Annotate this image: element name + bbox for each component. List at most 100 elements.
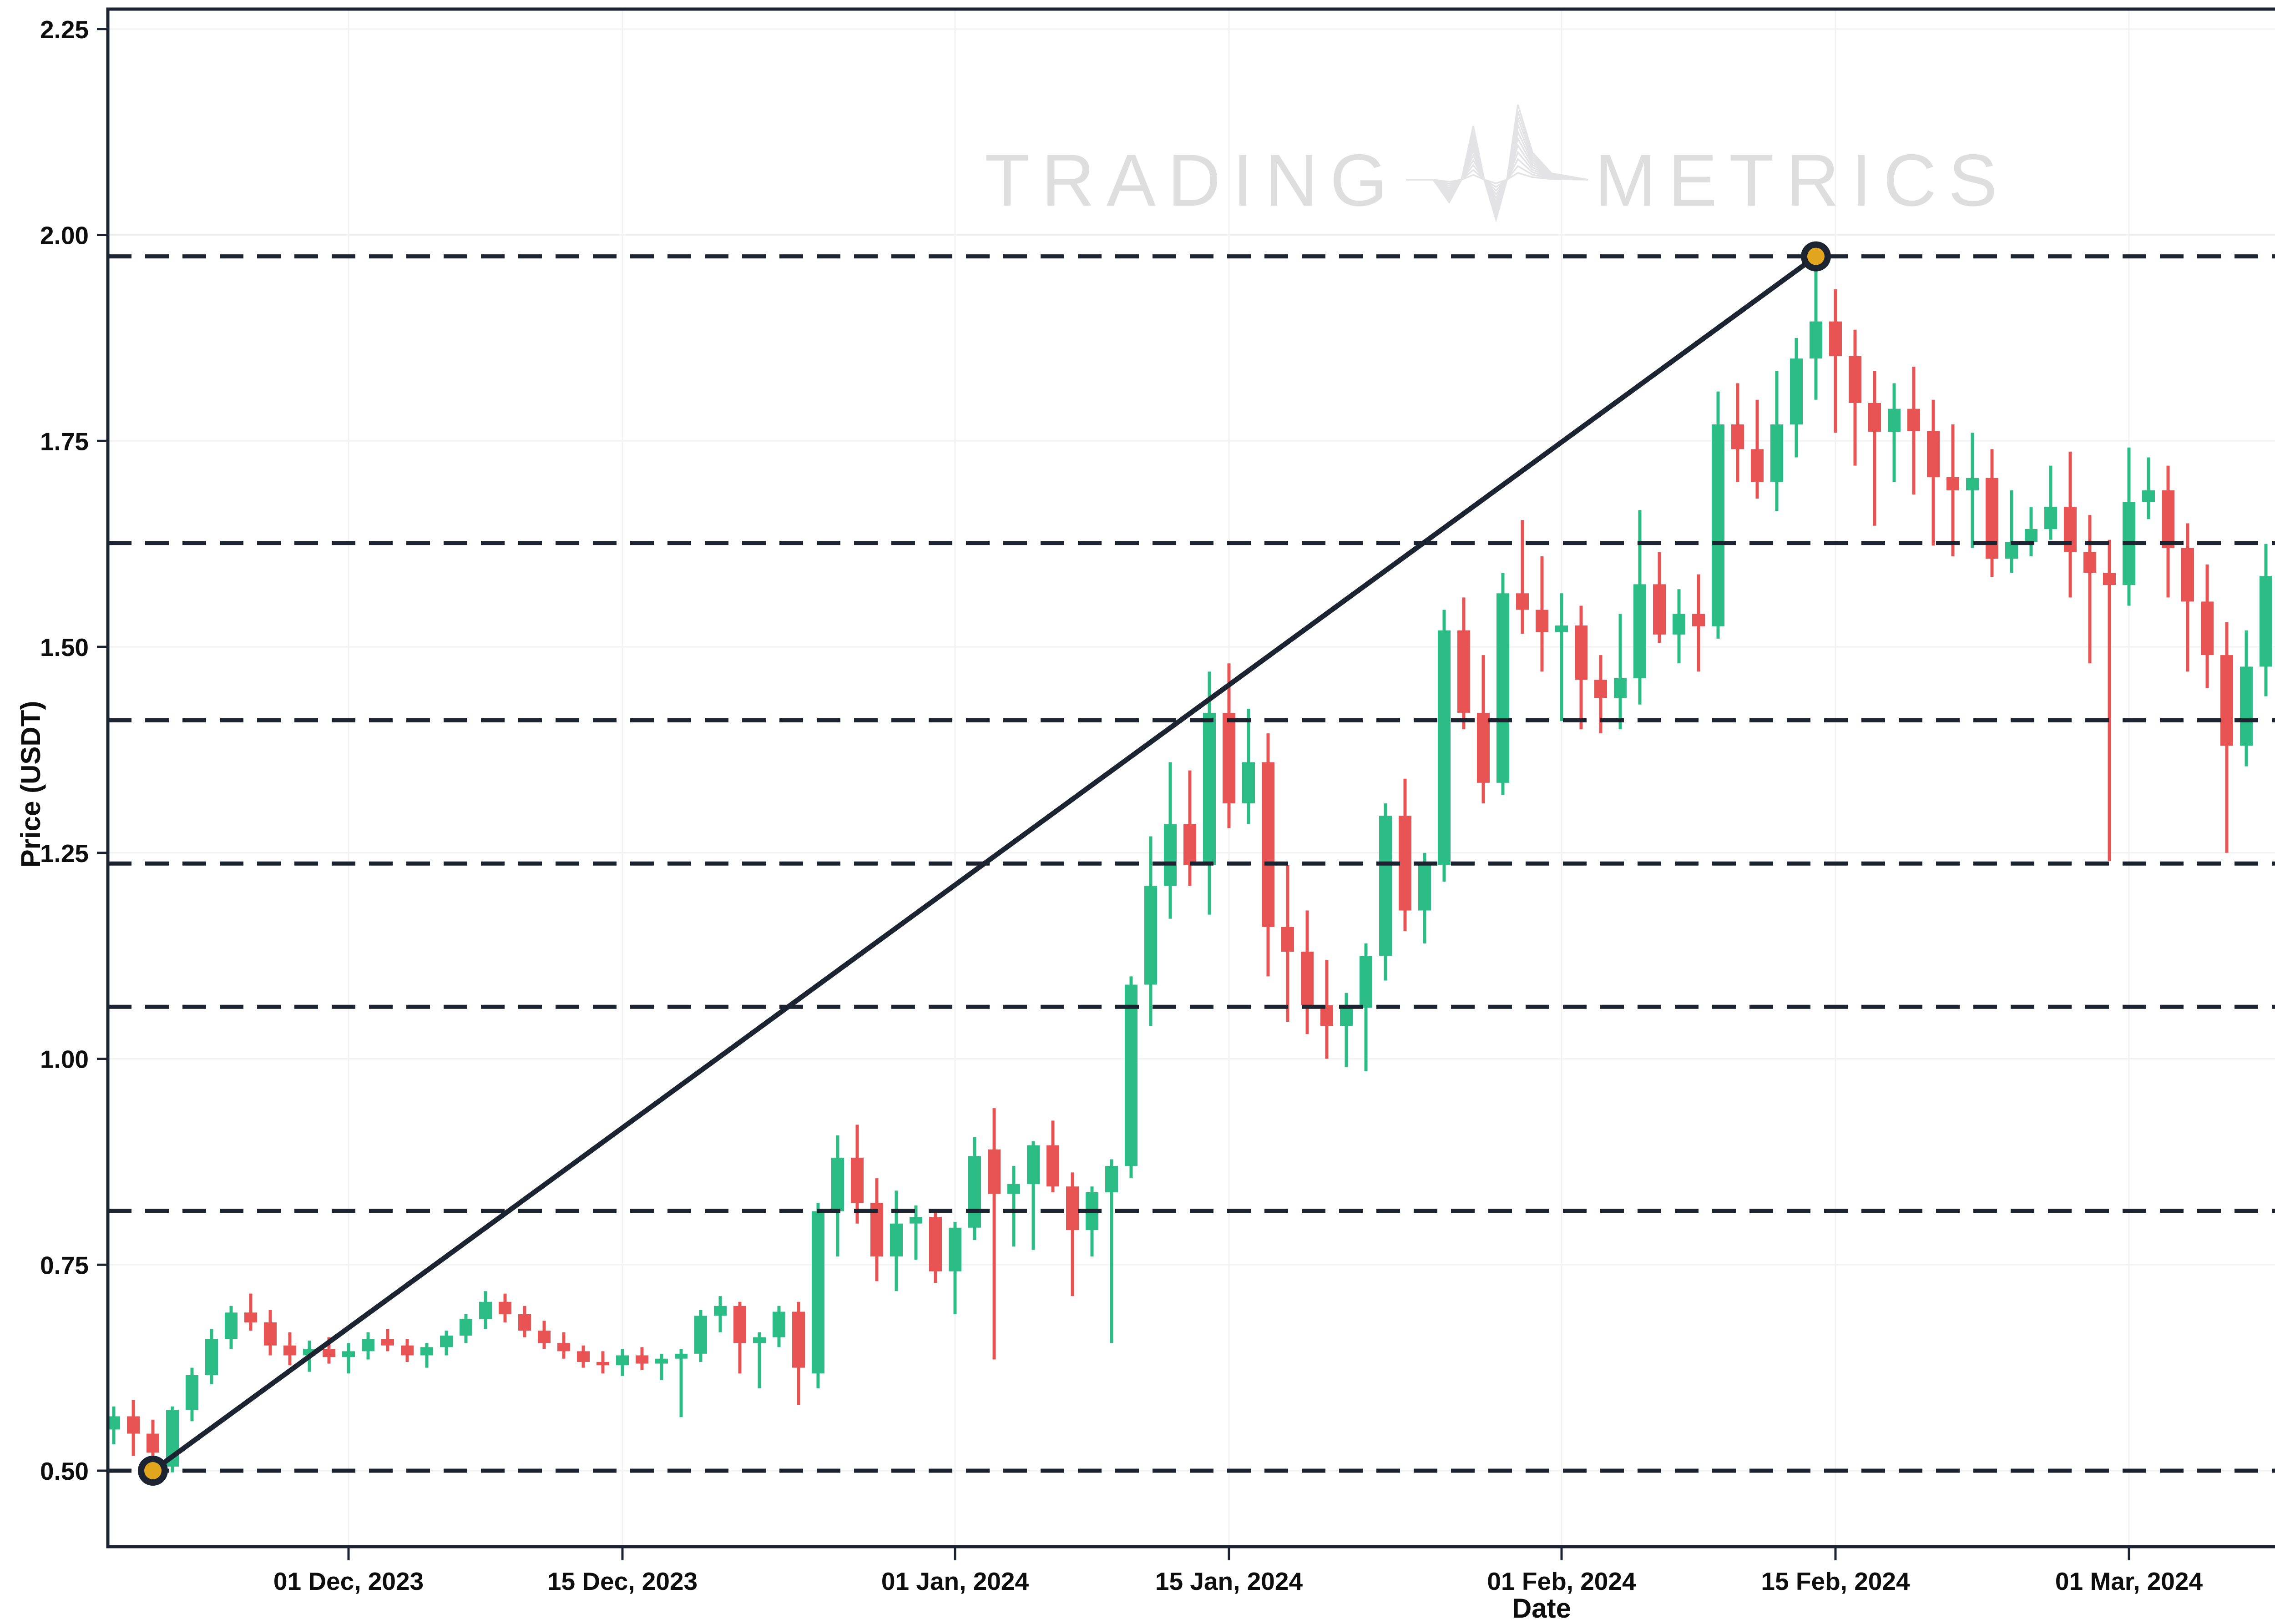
candle-bullish	[186, 1367, 198, 1422]
candle-body	[1810, 321, 1822, 359]
candle-bullish	[1125, 976, 1138, 1179]
candle-bearish	[2162, 465, 2174, 598]
candle-bullish	[1086, 1186, 1098, 1257]
candle-body	[1927, 431, 1940, 477]
candle-bullish	[1496, 573, 1509, 795]
waveform-line	[1406, 158, 1588, 192]
watermark-text-metrics: METRICS	[1595, 139, 2009, 222]
marker-dot	[144, 1462, 162, 1479]
candle-bullish	[616, 1348, 629, 1376]
candle-bearish	[1946, 424, 1959, 556]
candle-body	[2025, 529, 2037, 543]
candle-body	[1673, 614, 1685, 635]
candle-body	[1399, 816, 1411, 911]
candle-bullish	[1379, 803, 1392, 981]
candle-body	[831, 1157, 844, 1211]
candle-body	[420, 1347, 433, 1356]
candle-bearish	[499, 1293, 511, 1323]
candle-bearish	[1301, 910, 1314, 1034]
candle-bullish	[1888, 383, 1901, 482]
candle-body	[2142, 490, 2155, 502]
candle-bearish	[988, 1108, 1001, 1360]
candle-body	[107, 1416, 120, 1430]
candle-body	[186, 1375, 198, 1410]
candle-body	[1066, 1186, 1079, 1231]
candle-body	[362, 1339, 374, 1352]
candle-bearish	[1320, 960, 1333, 1059]
candle-bullish	[1633, 510, 1646, 705]
fibonacci-retracement-levels: 0% 1.9740 23.6% 1.6261 38.2% 1.4109 50% 1.2…	[108, 254, 2275, 1473]
candle-body	[147, 1433, 159, 1453]
candle-body	[1946, 477, 1959, 490]
candle-body	[1183, 824, 1196, 865]
candle-bearish	[1653, 552, 1666, 643]
x-tick-label: 01 Dec, 2023	[273, 1567, 424, 1595]
candle-bearish	[1046, 1120, 1059, 1192]
fib-level: 23.6% 1.6261	[108, 541, 2275, 545]
y-axis-title: Price (USDT)	[15, 701, 46, 868]
candle-body	[1223, 712, 1235, 804]
candle-body	[2083, 552, 2096, 573]
candle-bullish	[1164, 762, 1177, 919]
candle-body	[1829, 321, 1842, 356]
candle-body	[1301, 952, 1314, 1005]
candle-bearish	[283, 1332, 296, 1366]
candle-bearish	[636, 1347, 648, 1371]
candle-bearish	[1692, 574, 1705, 672]
candle-bearish	[733, 1301, 746, 1374]
candle-body	[655, 1358, 668, 1364]
candle-bearish	[2083, 515, 2096, 664]
candle-bullish	[2123, 447, 2135, 606]
candle-body	[460, 1319, 472, 1336]
candle-bullish	[1027, 1141, 1040, 1250]
candle-body	[1966, 478, 1979, 490]
y-tick-label: 1.25	[40, 839, 89, 867]
candle-body	[518, 1314, 531, 1331]
candle-bearish	[1536, 556, 1548, 672]
candle-body	[968, 1156, 981, 1228]
candle-body	[753, 1337, 766, 1343]
y-tick-label: 1.75	[40, 427, 89, 455]
candlestick-series	[107, 256, 2272, 1473]
candle-bearish	[244, 1293, 257, 1331]
candle-body	[597, 1362, 609, 1366]
candle-body	[1379, 816, 1392, 956]
candle-body	[1594, 680, 1607, 698]
candle-bearish	[1751, 399, 1764, 499]
watermark: TRADING METRICS	[985, 104, 2009, 223]
candle-bullish	[1966, 433, 1979, 548]
candle-bearish	[929, 1209, 942, 1283]
candle-bullish	[342, 1343, 355, 1374]
candle-bearish	[1399, 778, 1411, 931]
candle-body	[1751, 449, 1764, 482]
candle-bullish	[1712, 391, 1724, 639]
candle-body	[773, 1311, 785, 1337]
candle-body	[1105, 1165, 1118, 1192]
candle-body	[1164, 824, 1177, 886]
candle-body	[675, 1353, 688, 1359]
fib-level: 38.2% 1.4109	[108, 718, 2275, 722]
candle-body	[1653, 584, 1666, 635]
candle-bullish	[440, 1331, 453, 1356]
candle-bearish	[1477, 655, 1490, 804]
candle-bearish	[1262, 733, 1274, 977]
candle-body	[1262, 762, 1274, 927]
candle-body	[636, 1355, 648, 1364]
candle-bullish	[1673, 589, 1685, 664]
candle-bullish	[1007, 1165, 1020, 1247]
candle-body	[2220, 655, 2233, 746]
candle-body	[557, 1343, 570, 1352]
candle-bullish	[2044, 465, 2057, 540]
y-tick-label: 2.25	[40, 15, 89, 44]
candle-bullish	[968, 1137, 981, 1240]
candle-bearish	[1281, 865, 1294, 1022]
fibonacci-trendline	[138, 241, 1831, 1486]
candle-bearish	[2103, 540, 2116, 861]
candle-bearish	[518, 1306, 531, 1337]
candle-body	[733, 1306, 746, 1343]
candle-bearish	[1457, 597, 1470, 730]
candle-body	[225, 1312, 238, 1339]
fib-level: 61.8% 1.0631	[108, 1004, 2275, 1009]
candle-bearish	[127, 1400, 140, 1456]
candle-bullish	[655, 1353, 668, 1380]
